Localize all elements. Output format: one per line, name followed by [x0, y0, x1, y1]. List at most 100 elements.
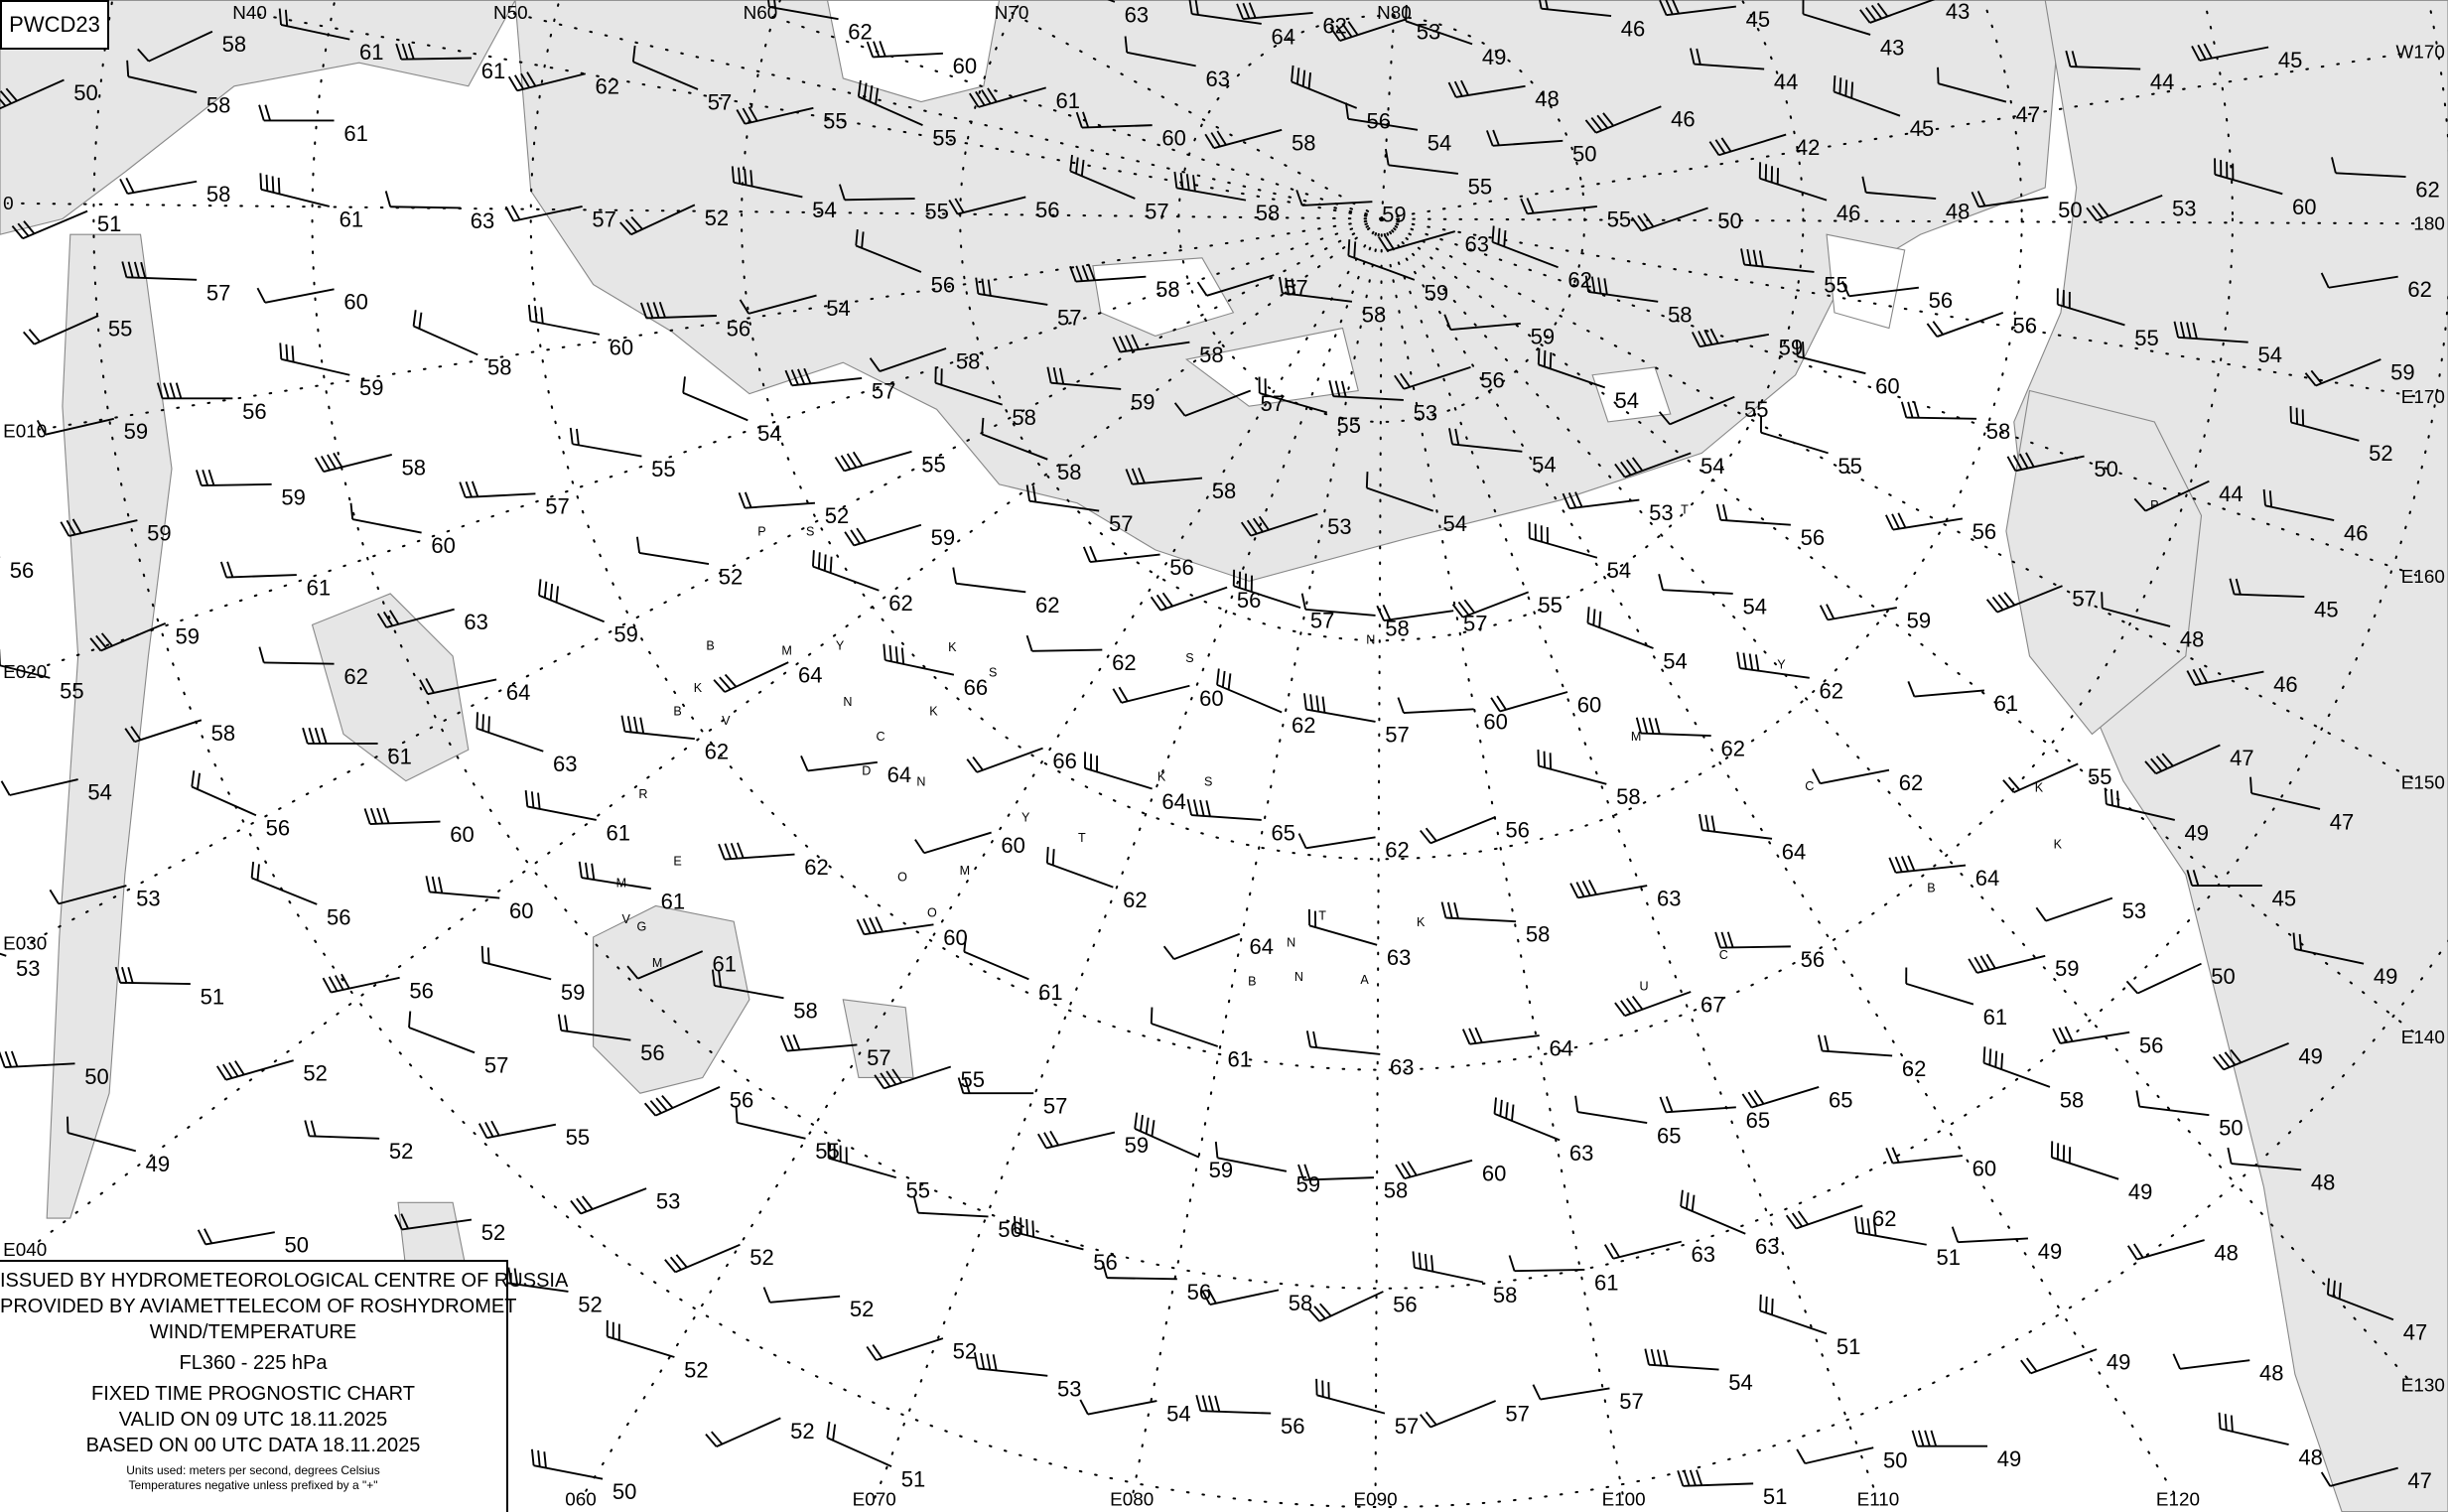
wind-barb	[1448, 428, 1523, 453]
wind-barb	[1635, 717, 1711, 737]
temperature-label: 56	[931, 272, 955, 297]
temperature-label: 55	[1744, 397, 1768, 422]
temperature-label: 52	[850, 1297, 874, 1321]
wind-barb	[1420, 815, 1497, 845]
temperature-label: 62	[1872, 1206, 1896, 1231]
wind-barb	[1888, 855, 1967, 874]
temperature-label: 55	[815, 1139, 839, 1164]
temperature-label: 57	[1385, 722, 1409, 747]
temperature-label: 48	[2298, 1445, 2322, 1470]
wind-barb	[49, 885, 127, 905]
station-marker: C	[1805, 779, 1814, 793]
wind-barb	[1075, 111, 1153, 129]
wind-barb	[1528, 521, 1598, 559]
wind-barb	[1124, 36, 1196, 68]
wind-barb	[1201, 1288, 1280, 1306]
legend-box: ISSUED BY HYDROMETEOROLOGICAL CENTRE OF …	[0, 1260, 568, 1512]
temperature-label: 57	[1043, 1094, 1067, 1119]
wind-barb	[606, 1319, 675, 1358]
wind-barb	[11, 209, 88, 240]
temperature-label: 56	[727, 316, 750, 341]
wind-barb	[913, 1196, 989, 1218]
temperature-label: 58	[1493, 1283, 1517, 1307]
wind-barb	[1279, 276, 1353, 303]
wind-barb	[1069, 264, 1147, 283]
temperature-label: 58	[1256, 201, 1280, 225]
meridian-line	[580, 217, 1383, 1501]
wind-barb	[191, 770, 257, 817]
wind-barb	[1451, 591, 1530, 619]
temperature-label: 56	[1480, 367, 1504, 392]
wind-barb	[1150, 586, 1228, 612]
legend-note: Temperatures negative unless prefixed by…	[128, 1478, 378, 1492]
longitude-label: N50	[493, 2, 528, 23]
wind-barb	[279, 343, 350, 376]
station-marker: B	[706, 639, 714, 653]
wind-barb	[735, 1106, 806, 1140]
wind-barb	[2056, 288, 2125, 327]
temperature-label: 54	[2257, 343, 2281, 367]
wind-barb	[419, 677, 497, 696]
wind-barb	[1680, 1189, 1746, 1235]
wind-barb	[1307, 1291, 1384, 1322]
temperature-label: 57	[1395, 1414, 1419, 1439]
wind-barb	[1303, 693, 1376, 723]
wind-barb	[1795, 340, 1866, 375]
wind-barb	[408, 1011, 476, 1054]
temperature-label: 55	[932, 126, 956, 151]
wind-barb	[883, 643, 955, 676]
temperature-label: 54	[87, 780, 111, 805]
temperature-label: 54	[1663, 648, 1687, 673]
temperature-label: 58	[793, 999, 817, 1024]
sea-area	[2005, 389, 2203, 736]
temperature-label: 61	[607, 820, 630, 845]
temperature-label: 59	[561, 980, 585, 1005]
temperature-label: 61	[387, 744, 411, 768]
wind-barb	[1951, 1226, 2028, 1244]
wind-barb	[2304, 358, 2381, 387]
station-marker: P	[757, 525, 765, 539]
meridian-line	[1380, 51, 2415, 220]
wind-barb	[1443, 314, 1521, 331]
wind-barb	[855, 229, 922, 273]
temperature-label: 55	[921, 452, 945, 477]
temperature-label: 52	[749, 1245, 773, 1270]
wind-barb	[2214, 158, 2283, 196]
wind-barb	[1614, 991, 1692, 1018]
station-marker: K	[2054, 837, 2063, 851]
temperature-label: 46	[1671, 107, 1695, 132]
temperature-label: 59	[359, 375, 383, 400]
longitude-label: E120	[2156, 1488, 2200, 1509]
temperature-label: 49	[2107, 1350, 2130, 1375]
wind-barb	[2101, 592, 2171, 627]
wind-barb	[784, 367, 863, 387]
wind-barb	[1677, 1469, 1754, 1487]
wind-barb	[119, 177, 198, 195]
wind-barb	[1741, 1086, 1820, 1109]
wind-barb	[1420, 1400, 1497, 1429]
sea-area	[593, 904, 750, 1094]
wind-barb	[1971, 191, 2049, 208]
wind-barb	[1911, 1430, 1988, 1447]
wind-barb	[1378, 230, 1456, 252]
temperature-label: 62	[1322, 13, 1346, 38]
wind-barb	[1708, 133, 1787, 157]
wind-barb	[826, 1421, 892, 1467]
temperature-label: 61	[307, 576, 331, 601]
wind-barb	[304, 1120, 380, 1140]
temperature-label: 52	[684, 1357, 708, 1382]
temperature-label: 57	[1505, 1401, 1529, 1426]
temperature-label: 54	[812, 198, 836, 222]
temperature-label: 53	[2122, 898, 2146, 923]
sea-area	[0, 0, 516, 235]
wind-barb	[2292, 932, 2365, 965]
temperature-label: 53	[1057, 1376, 1081, 1401]
wind-barb	[2035, 896, 2113, 922]
temperature-label: 59	[1531, 324, 1555, 348]
temperature-label: 63	[1205, 67, 1229, 91]
wind-barb	[477, 1120, 557, 1140]
temperature-label: 59	[613, 622, 637, 647]
meridian-line	[1380, 217, 2421, 784]
temperature-label: 50	[2058, 198, 2082, 222]
temperature-label: 62	[1035, 593, 1059, 618]
